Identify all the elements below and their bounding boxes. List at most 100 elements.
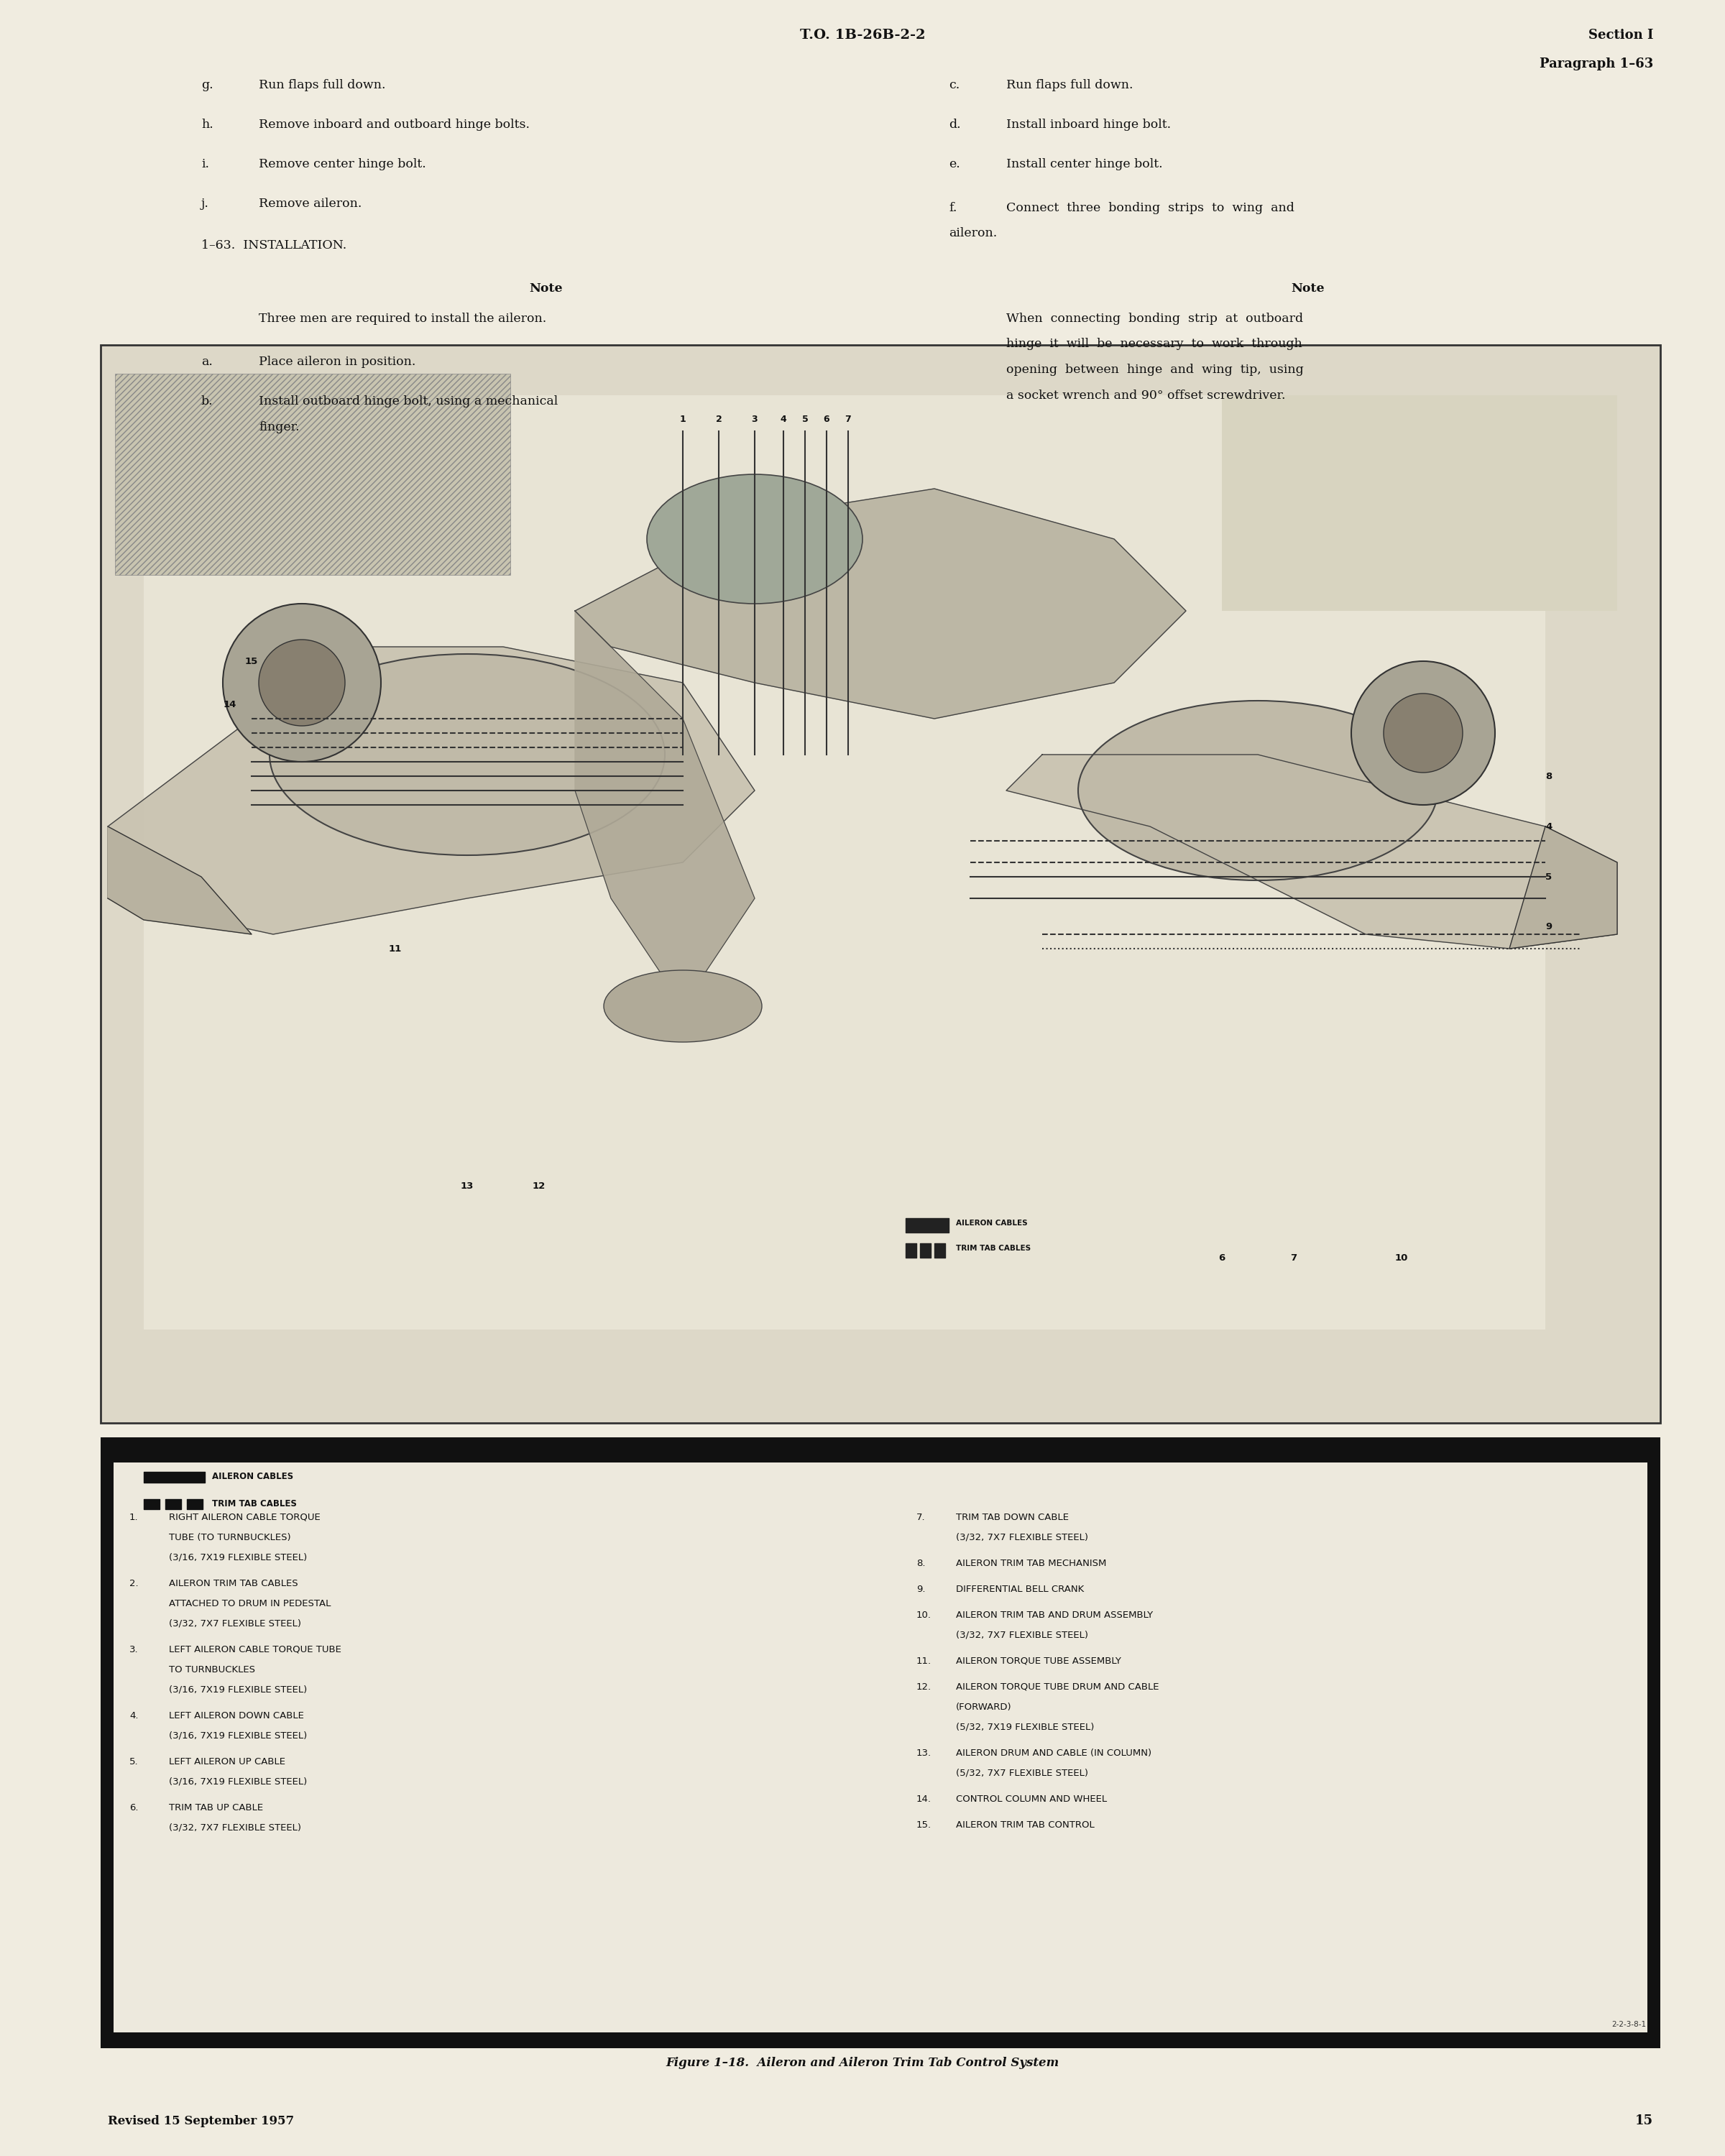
- Bar: [143, 395, 1546, 1330]
- Text: 7.: 7.: [916, 1514, 926, 1522]
- Text: 2: 2: [716, 414, 721, 425]
- Text: 4: 4: [1546, 821, 1552, 832]
- Text: finger.: finger.: [259, 420, 300, 433]
- Text: Install outboard hinge bolt, using a mechanical: Install outboard hinge bolt, using a mec…: [259, 395, 557, 407]
- Text: AILERON DRUM AND CABLE (IN COLUMN): AILERON DRUM AND CABLE (IN COLUMN): [956, 1749, 1152, 1757]
- Text: Three men are required to install the aileron.: Three men are required to install the ai…: [259, 313, 547, 326]
- Text: 3: 3: [752, 414, 757, 425]
- Text: AILERON TRIM TAB CABLES: AILERON TRIM TAB CABLES: [169, 1578, 298, 1589]
- Ellipse shape: [647, 474, 862, 604]
- Text: j.: j.: [202, 198, 209, 209]
- Text: TUBE (TO TURNBUCKLES): TUBE (TO TURNBUCKLES): [169, 1533, 292, 1542]
- Text: ATTACHED TO DRUM IN PEDESTAL: ATTACHED TO DRUM IN PEDESTAL: [169, 1600, 331, 1608]
- Text: f.: f.: [949, 203, 957, 213]
- Ellipse shape: [604, 970, 762, 1041]
- Text: AILERON TORQUE TUBE ASSEMBLY: AILERON TORQUE TUBE ASSEMBLY: [956, 1656, 1121, 1667]
- Ellipse shape: [1078, 701, 1437, 880]
- Text: AILERON TRIM TAB AND DRUM ASSEMBLY: AILERON TRIM TAB AND DRUM ASSEMBLY: [956, 1611, 1152, 1619]
- Text: a.: a.: [202, 356, 212, 369]
- Bar: [100, 1438, 1659, 2048]
- Bar: [100, 345, 1659, 1423]
- Text: 7: 7: [1290, 1253, 1297, 1263]
- Text: TRIM TAB UP CABLE: TRIM TAB UP CABLE: [169, 1802, 264, 1813]
- Text: hinge  it  will  be  necessary  to  work  through: hinge it will be necessary to work throu…: [1006, 338, 1302, 349]
- Text: aileron.: aileron.: [949, 226, 997, 239]
- Text: 4: 4: [780, 414, 787, 425]
- Ellipse shape: [259, 640, 345, 727]
- Text: LEFT AILERON DOWN CABLE: LEFT AILERON DOWN CABLE: [169, 1712, 304, 1720]
- Bar: [100, 2033, 1659, 2048]
- Text: 6: 6: [823, 414, 830, 425]
- Text: RIGHT AILERON CABLE TORQUE: RIGHT AILERON CABLE TORQUE: [169, 1514, 321, 1522]
- Polygon shape: [574, 610, 756, 1007]
- Text: 15: 15: [245, 655, 259, 666]
- Text: Place aileron in position.: Place aileron in position.: [259, 356, 416, 369]
- Text: Install inboard hinge bolt.: Install inboard hinge bolt.: [1006, 119, 1171, 132]
- Text: Remove inboard and outboard hinge bolts.: Remove inboard and outboard hinge bolts.: [259, 119, 530, 132]
- Text: a socket wrench and 90° offset screwdriver.: a socket wrench and 90° offset screwdriv…: [1006, 390, 1285, 401]
- Text: Connect  three  bonding  strips  to  wing  and: Connect three bonding strips to wing and: [1006, 203, 1294, 213]
- Text: (3/32, 7X7 FLEXIBLE STEEL): (3/32, 7X7 FLEXIBLE STEEL): [169, 1824, 302, 1833]
- Text: 15: 15: [1635, 2115, 1653, 2128]
- Text: 1–63.  INSTALLATION.: 1–63. INSTALLATION.: [202, 239, 347, 252]
- Ellipse shape: [223, 604, 381, 761]
- Text: Run flaps full down.: Run flaps full down.: [259, 80, 386, 91]
- Text: (3/16, 7X19 FLEXIBLE STEEL): (3/16, 7X19 FLEXIBLE STEEL): [169, 1777, 307, 1787]
- Text: Install center hinge bolt.: Install center hinge bolt.: [1006, 157, 1163, 170]
- Text: 13: 13: [461, 1181, 474, 1190]
- Polygon shape: [107, 826, 252, 934]
- Text: AILERON TORQUE TUBE DRUM AND CABLE: AILERON TORQUE TUBE DRUM AND CABLE: [956, 1682, 1159, 1692]
- Text: 4.: 4.: [129, 1712, 138, 1720]
- Bar: [100, 1438, 1659, 1462]
- Text: AILERON CABLES: AILERON CABLES: [212, 1473, 293, 1481]
- Text: g.: g.: [202, 80, 214, 91]
- Bar: [1221, 395, 1618, 610]
- Text: Section I: Section I: [1589, 28, 1653, 41]
- Text: 5: 5: [1546, 871, 1552, 882]
- Text: 8: 8: [1546, 772, 1552, 780]
- Text: Remove aileron.: Remove aileron.: [259, 198, 362, 209]
- Text: Note: Note: [530, 282, 562, 295]
- Text: c.: c.: [949, 80, 959, 91]
- Text: 11.: 11.: [916, 1656, 932, 1667]
- Text: 5: 5: [802, 414, 807, 425]
- Polygon shape: [1509, 826, 1618, 949]
- Text: (5/32, 7X7 FLEXIBLE STEEL): (5/32, 7X7 FLEXIBLE STEEL): [956, 1768, 1088, 1779]
- Text: 14: 14: [224, 699, 236, 709]
- Text: CONTROL COLUMN AND WHEEL: CONTROL COLUMN AND WHEEL: [956, 1794, 1107, 1805]
- Text: 10.: 10.: [916, 1611, 932, 1619]
- Ellipse shape: [269, 653, 664, 856]
- Bar: [114, 1451, 1647, 2035]
- Text: Figure 1–18.  Aileron and Aileron Trim Tab Control System: Figure 1–18. Aileron and Aileron Trim Ta…: [666, 2057, 1059, 2070]
- Text: TO TURNBUCKLES: TO TURNBUCKLES: [169, 1664, 255, 1675]
- Text: Note: Note: [1292, 282, 1325, 295]
- Text: Paragraph 1–63: Paragraph 1–63: [1539, 58, 1653, 71]
- Text: (3/32, 7X7 FLEXIBLE STEEL): (3/32, 7X7 FLEXIBLE STEEL): [956, 1630, 1088, 1641]
- Text: AILERON CABLES: AILERON CABLES: [956, 1220, 1028, 1227]
- Text: 12: 12: [533, 1181, 545, 1190]
- Text: 15.: 15.: [916, 1820, 932, 1830]
- Text: 3.: 3.: [129, 1645, 138, 1654]
- Text: 2-2-3-8-1: 2-2-3-8-1: [1611, 2020, 1646, 2029]
- Text: 1: 1: [680, 414, 687, 425]
- Polygon shape: [574, 489, 1187, 718]
- Text: 13.: 13.: [916, 1749, 932, 1757]
- Text: 8.: 8.: [916, 1559, 925, 1567]
- Ellipse shape: [1383, 694, 1463, 772]
- Text: (3/16, 7X19 FLEXIBLE STEEL): (3/16, 7X19 FLEXIBLE STEEL): [169, 1731, 307, 1740]
- Text: LEFT AILERON UP CABLE: LEFT AILERON UP CABLE: [169, 1757, 285, 1766]
- Text: TRIM TAB DOWN CABLE: TRIM TAB DOWN CABLE: [956, 1514, 1070, 1522]
- Text: (FORWARD): (FORWARD): [956, 1703, 1013, 1712]
- Bar: [899, 1207, 1330, 1287]
- Text: 9.: 9.: [916, 1585, 925, 1593]
- Text: T.O. 1B-26B-2-2: T.O. 1B-26B-2-2: [800, 28, 925, 41]
- Text: 5.: 5.: [129, 1757, 138, 1766]
- Text: e.: e.: [949, 157, 961, 170]
- Text: AILERON TRIM TAB CONTROL: AILERON TRIM TAB CONTROL: [956, 1820, 1094, 1830]
- Text: i.: i.: [202, 157, 209, 170]
- Text: Revised 15 September 1957: Revised 15 September 1957: [107, 2115, 293, 2128]
- Text: When  connecting  bonding  strip  at  outboard: When connecting bonding strip at outboar…: [1006, 313, 1302, 326]
- Polygon shape: [1006, 755, 1618, 949]
- Text: DIFFERENTIAL BELL CRANK: DIFFERENTIAL BELL CRANK: [956, 1585, 1083, 1593]
- Text: 14.: 14.: [916, 1794, 932, 1805]
